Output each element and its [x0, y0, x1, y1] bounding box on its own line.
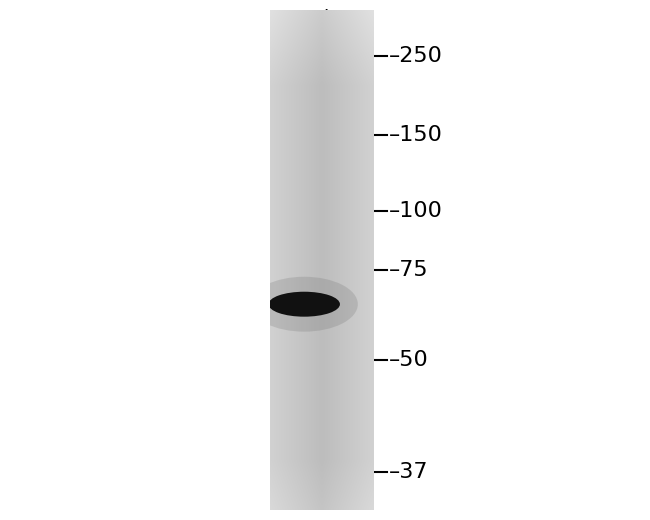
Text: –250: –250	[389, 46, 443, 66]
Ellipse shape	[268, 292, 340, 317]
Text: kDa: kDa	[324, 9, 361, 28]
Text: –75: –75	[389, 261, 428, 280]
Ellipse shape	[251, 277, 358, 332]
Text: –150: –150	[389, 125, 443, 145]
Text: –50: –50	[389, 350, 428, 370]
Text: –37: –37	[389, 462, 428, 482]
Text: –100: –100	[389, 201, 443, 220]
